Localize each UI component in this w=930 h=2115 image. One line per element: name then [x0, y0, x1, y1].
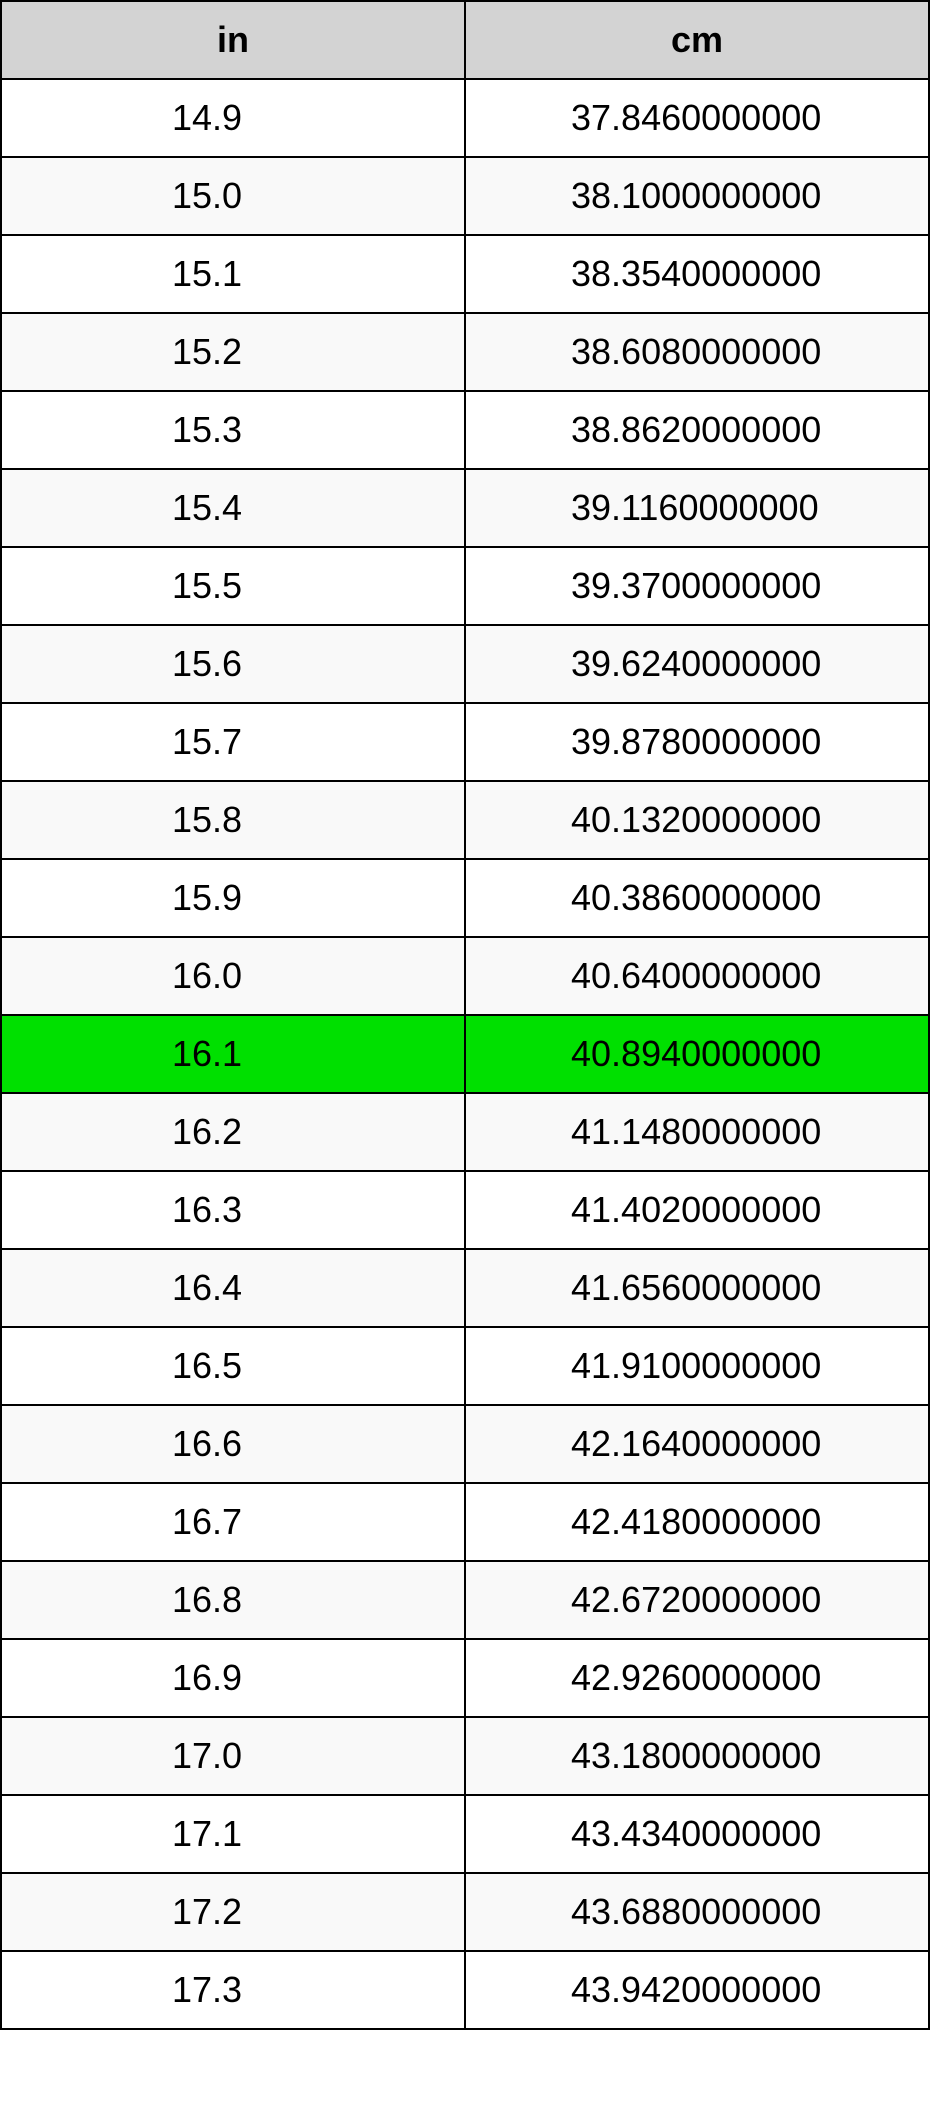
table-row: 15.7 39.8780000000	[1, 703, 929, 781]
cell-cm: 40.8940000000	[465, 1015, 929, 1093]
table-row: 15.4 39.1160000000	[1, 469, 929, 547]
table-row: 16.4 41.6560000000	[1, 1249, 929, 1327]
table-body: 14.9 37.8460000000 15.0 38.1000000000 15…	[1, 79, 929, 2029]
cell-cm: 39.8780000000	[465, 703, 929, 781]
cell-in: 15.5	[1, 547, 465, 625]
table-row: 16.1 40.8940000000	[1, 1015, 929, 1093]
table-row: 15.1 38.3540000000	[1, 235, 929, 313]
cell-cm: 41.1480000000	[465, 1093, 929, 1171]
cell-cm: 42.1640000000	[465, 1405, 929, 1483]
table-row: 15.9 40.3860000000	[1, 859, 929, 937]
cell-cm: 41.9100000000	[465, 1327, 929, 1405]
table-row: 16.0 40.6400000000	[1, 937, 929, 1015]
cell-cm: 39.1160000000	[465, 469, 929, 547]
cell-in: 15.4	[1, 469, 465, 547]
cell-in: 17.1	[1, 1795, 465, 1873]
cell-in: 16.3	[1, 1171, 465, 1249]
cell-in: 16.5	[1, 1327, 465, 1405]
cell-in: 15.0	[1, 157, 465, 235]
table-row: 17.1 43.4340000000	[1, 1795, 929, 1873]
table-row: 17.2 43.6880000000	[1, 1873, 929, 1951]
cell-in: 16.0	[1, 937, 465, 1015]
cell-in: 16.1	[1, 1015, 465, 1093]
cell-in: 15.8	[1, 781, 465, 859]
cell-cm: 40.6400000000	[465, 937, 929, 1015]
cell-in: 14.9	[1, 79, 465, 157]
conversion-table: in cm 14.9 37.8460000000 15.0 38.1000000…	[0, 0, 930, 2030]
cell-cm: 39.3700000000	[465, 547, 929, 625]
cell-in: 16.4	[1, 1249, 465, 1327]
cell-cm: 43.9420000000	[465, 1951, 929, 2029]
table-row: 15.8 40.1320000000	[1, 781, 929, 859]
table-header-row: in cm	[1, 1, 929, 79]
cell-cm: 39.6240000000	[465, 625, 929, 703]
cell-in: 16.9	[1, 1639, 465, 1717]
table-row: 17.3 43.9420000000	[1, 1951, 929, 2029]
cell-cm: 37.8460000000	[465, 79, 929, 157]
cell-in: 16.8	[1, 1561, 465, 1639]
cell-cm: 40.1320000000	[465, 781, 929, 859]
table-row: 16.9 42.9260000000	[1, 1639, 929, 1717]
cell-in: 16.2	[1, 1093, 465, 1171]
cell-cm: 43.6880000000	[465, 1873, 929, 1951]
cell-cm: 42.6720000000	[465, 1561, 929, 1639]
cell-cm: 40.3860000000	[465, 859, 929, 937]
cell-cm: 41.6560000000	[465, 1249, 929, 1327]
cell-in: 15.7	[1, 703, 465, 781]
table-row: 15.3 38.8620000000	[1, 391, 929, 469]
cell-cm: 43.1800000000	[465, 1717, 929, 1795]
table-row: 16.3 41.4020000000	[1, 1171, 929, 1249]
table-row: 16.6 42.1640000000	[1, 1405, 929, 1483]
table-row: 16.5 41.9100000000	[1, 1327, 929, 1405]
cell-in: 17.3	[1, 1951, 465, 2029]
cell-in: 15.9	[1, 859, 465, 937]
column-header-in: in	[1, 1, 465, 79]
cell-in: 15.1	[1, 235, 465, 313]
cell-cm: 38.3540000000	[465, 235, 929, 313]
cell-in: 15.6	[1, 625, 465, 703]
cell-cm: 38.1000000000	[465, 157, 929, 235]
cell-in: 16.6	[1, 1405, 465, 1483]
table-row: 14.9 37.8460000000	[1, 79, 929, 157]
table-row: 16.8 42.6720000000	[1, 1561, 929, 1639]
table-row: 15.6 39.6240000000	[1, 625, 929, 703]
cell-in: 15.3	[1, 391, 465, 469]
table-row: 16.2 41.1480000000	[1, 1093, 929, 1171]
cell-in: 16.7	[1, 1483, 465, 1561]
table-row: 17.0 43.1800000000	[1, 1717, 929, 1795]
cell-in: 17.0	[1, 1717, 465, 1795]
column-header-cm: cm	[465, 1, 929, 79]
cell-cm: 38.8620000000	[465, 391, 929, 469]
cell-cm: 43.4340000000	[465, 1795, 929, 1873]
cell-cm: 38.6080000000	[465, 313, 929, 391]
cell-in: 15.2	[1, 313, 465, 391]
table-row: 15.2 38.6080000000	[1, 313, 929, 391]
table-row: 16.7 42.4180000000	[1, 1483, 929, 1561]
cell-cm: 42.9260000000	[465, 1639, 929, 1717]
cell-cm: 41.4020000000	[465, 1171, 929, 1249]
cell-cm: 42.4180000000	[465, 1483, 929, 1561]
table-row: 15.0 38.1000000000	[1, 157, 929, 235]
table-row: 15.5 39.3700000000	[1, 547, 929, 625]
cell-in: 17.2	[1, 1873, 465, 1951]
